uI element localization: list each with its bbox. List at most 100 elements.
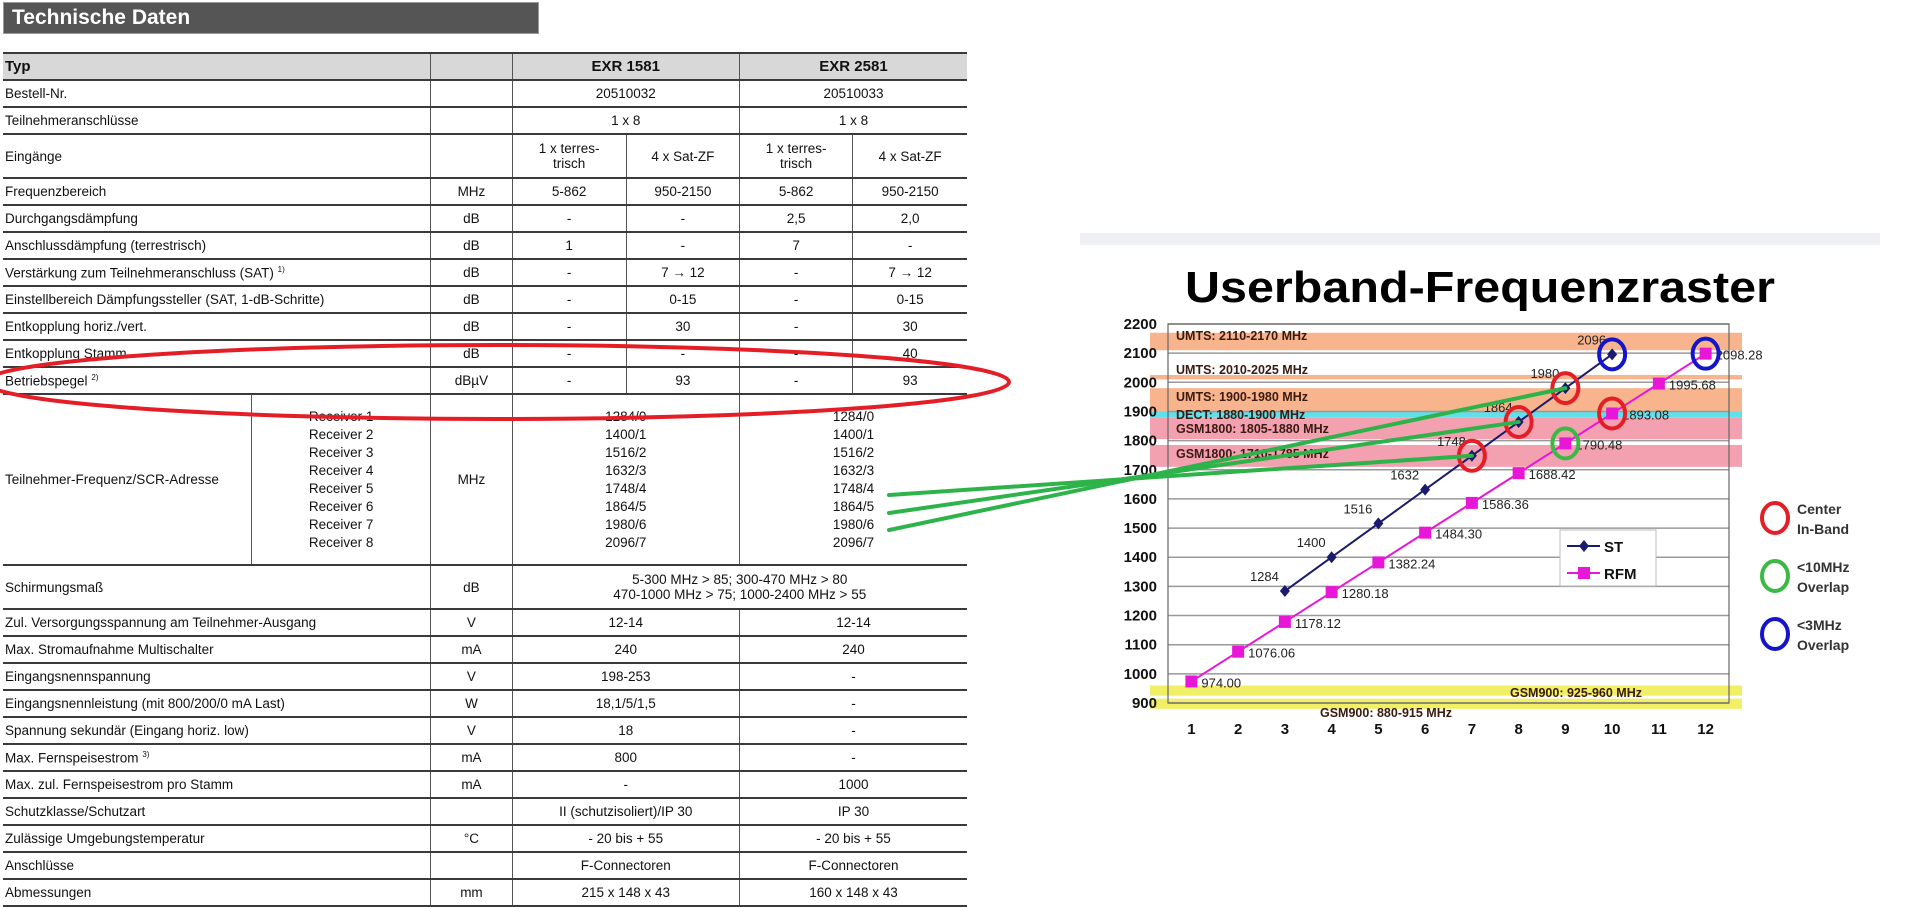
marker-legend-label: <10MHz bbox=[1797, 559, 1850, 575]
row-label: Betriebspegel 2) bbox=[3, 367, 431, 395]
row-unit: MHz bbox=[430, 178, 513, 206]
x-tick-label: 9 bbox=[1561, 721, 1569, 738]
row-label: Max. zul. Fernspeisestrom pro Stamm bbox=[3, 771, 431, 799]
table-row: Betriebspegel 2) dBµV -93-93 bbox=[3, 367, 967, 395]
st-data-label: 1632 bbox=[1390, 468, 1419, 483]
band-label: GSM1800: 1805-1880 MHz bbox=[1176, 422, 1329, 436]
row-label: Eingangsnennleistung (mit 800/200/0 mA L… bbox=[3, 690, 431, 718]
legend-marker bbox=[1578, 567, 1590, 579]
row-value: - bbox=[738, 717, 967, 745]
connector-line bbox=[887, 419, 1521, 515]
connector-line bbox=[887, 453, 1474, 497]
row-unit: °C bbox=[430, 825, 513, 853]
row-value: - bbox=[852, 232, 967, 260]
row-unit: mA bbox=[430, 744, 513, 772]
row-value: - bbox=[738, 744, 967, 772]
table-row: Max. Fernspeisestrom 3) mA 800- bbox=[3, 744, 967, 772]
chart-top-strip bbox=[1080, 233, 1880, 245]
row-value: 240 bbox=[511, 636, 740, 664]
y-tick-label: 2000 bbox=[1124, 374, 1157, 391]
row-value: 1 bbox=[511, 232, 627, 260]
legend-box bbox=[1559, 529, 1657, 587]
row-value: - 20 bis + 55 bbox=[511, 825, 740, 853]
rfm-data-label: 1586.36 bbox=[1482, 497, 1529, 512]
row-value: 5-300 MHz > 85; 300-470 MHz > 80 470-1000… bbox=[511, 565, 967, 610]
row-value: - bbox=[738, 663, 967, 691]
st-data-label: 1980 bbox=[1530, 366, 1559, 381]
row-value: 240 bbox=[738, 636, 967, 664]
band-label: UMTS: 1900-1980 MHz bbox=[1176, 390, 1308, 404]
receiver-values: 1284/0 1400/1 1516/2 1632/3 1748/4 1864/5 1980… bbox=[738, 394, 967, 566]
row-value: 800 bbox=[511, 744, 740, 772]
row-value: 30 bbox=[852, 313, 967, 341]
rfm-data-label: 1790.48 bbox=[1575, 437, 1622, 452]
spec-table: Typ EXR 1581 EXR 2581 Bestell-Nr. 20510032 20… bbox=[3, 52, 967, 907]
st-data-label: 1400 bbox=[1297, 535, 1326, 550]
rfm-marker bbox=[1559, 437, 1572, 450]
chart-panel bbox=[1080, 233, 1886, 737]
row-value: 93 bbox=[852, 367, 967, 395]
rfm-marker bbox=[1185, 675, 1198, 688]
row-value: - bbox=[511, 367, 627, 395]
table-row: Teilnehmer-Frequenz/SCR-Adresse Receiver … bbox=[3, 394, 967, 566]
marker-legend-circle bbox=[1760, 617, 1790, 651]
rfm-data-label: 974.00 bbox=[1201, 675, 1241, 690]
row-value: 12-14 bbox=[511, 609, 740, 637]
marker-legend-label: Overlap bbox=[1797, 579, 1849, 595]
rfm-marker bbox=[1232, 645, 1245, 658]
row-unit bbox=[430, 134, 513, 179]
table-row: Eingangsnennspannung V 198-253- bbox=[3, 663, 967, 691]
series-line-st bbox=[1284, 353, 1613, 592]
table-row: Eingangsnennleistung (mit 800/200/0 mA L… bbox=[3, 690, 967, 718]
header-product: EXR 2581 bbox=[738, 52, 967, 81]
row-unit bbox=[430, 798, 513, 826]
rfm-data-label: 1688.42 bbox=[1529, 467, 1576, 482]
row-label: Verstärkung zum Teilnehmeranschluss (SAT… bbox=[3, 259, 431, 287]
legend-marker bbox=[1579, 540, 1589, 552]
rfm-marker bbox=[1652, 377, 1665, 390]
band-label: GSM900: 925-960 MHz bbox=[1510, 686, 1642, 700]
row-unit: W bbox=[430, 690, 513, 718]
row-value: 7 → 12 bbox=[852, 259, 967, 287]
row-unit: dB bbox=[430, 205, 513, 233]
row-value: - bbox=[511, 313, 627, 341]
row-value: 18 bbox=[511, 717, 740, 745]
marker-legend-circle bbox=[1760, 501, 1790, 535]
x-tick-label: 4 bbox=[1327, 721, 1336, 738]
header-typ: Typ bbox=[3, 52, 431, 81]
row-value: 2,5 bbox=[738, 205, 853, 233]
st-marker bbox=[1279, 585, 1290, 598]
y-tick-label: 1400 bbox=[1124, 549, 1157, 566]
x-tick-label: 11 bbox=[1651, 721, 1667, 738]
row-label: Eingangsnennspannung bbox=[3, 663, 431, 691]
row-value: F-Connectoren bbox=[511, 852, 740, 880]
table-row: Einstellbereich Dämpfungssteller (SAT, 1… bbox=[3, 286, 967, 314]
st-data-label: 2096 bbox=[1577, 332, 1606, 347]
series-line-rfm bbox=[1190, 352, 1707, 683]
table-row: Zulässige Umgebungstemperatur °C - 20 bis … bbox=[3, 825, 967, 853]
row-unit bbox=[430, 852, 513, 880]
band-label: GSM900: 880-915 MHz bbox=[1320, 706, 1452, 720]
y-tick-label: 1200 bbox=[1124, 608, 1157, 625]
row-label: Spannung sekundär (Eingang horiz. low) bbox=[3, 717, 431, 745]
highlight-circle bbox=[1550, 371, 1581, 406]
x-tick-label: 7 bbox=[1468, 721, 1476, 738]
st-marker bbox=[1420, 483, 1431, 496]
x-tick-label: 2 bbox=[1234, 721, 1242, 738]
row-label: Max. Fernspeisestrom 3) bbox=[3, 744, 431, 772]
rfm-data-label: 1484.30 bbox=[1435, 527, 1482, 542]
row-value: 18,1/5/1,5 bbox=[511, 690, 740, 718]
highlight-circle bbox=[1690, 336, 1721, 371]
row-value: IP 30 bbox=[738, 798, 967, 826]
table-row: Frequenzbereich MHz 5-862 950-2150 5-862 950-… bbox=[3, 178, 967, 206]
row-value: 7 bbox=[738, 232, 853, 260]
row-value: 1 x 8 bbox=[511, 107, 740, 135]
receiver-values: 1284/0 1400/1 1516/2 1632/3 1748/4 1864/5 1980… bbox=[511, 394, 740, 566]
row-label: Max. Stromaufnahme Multischalter bbox=[3, 636, 431, 664]
row-value: - bbox=[511, 205, 627, 233]
row-label: Schutzklasse/Schutzart bbox=[3, 798, 431, 826]
table-row: Schutzklasse/Schutzart II (schutzisoliert… bbox=[3, 798, 967, 826]
row-value: F-Connectoren bbox=[738, 852, 967, 880]
